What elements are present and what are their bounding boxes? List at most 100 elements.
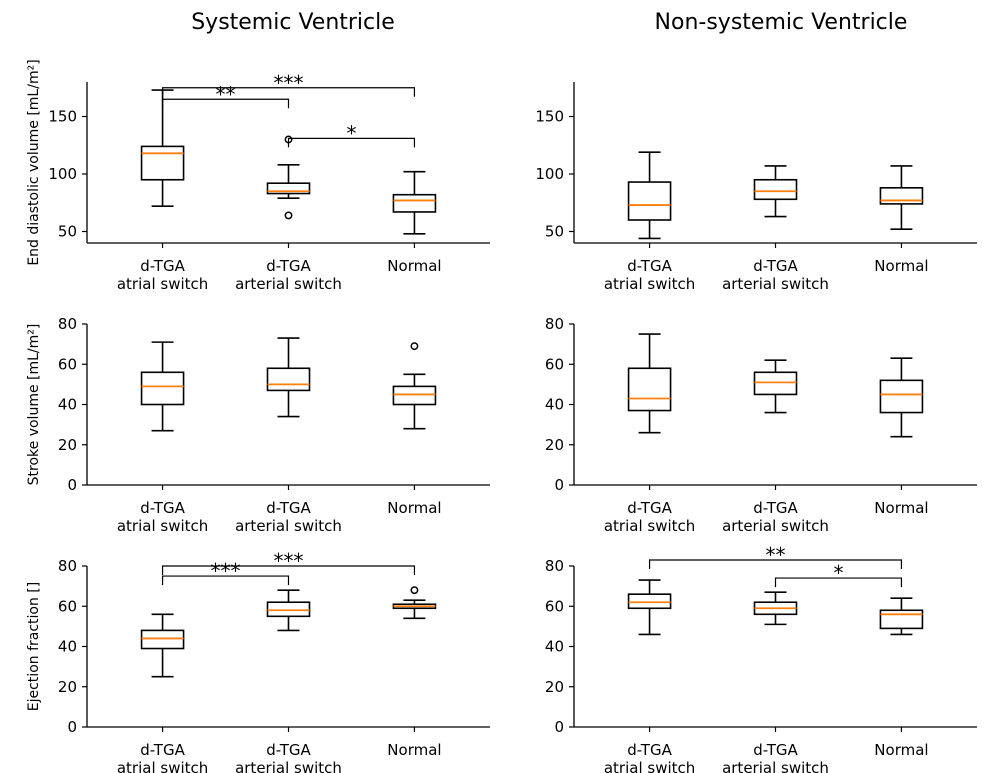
y-tick-label: 150 (48, 108, 77, 126)
box-3 (879, 357, 924, 438)
subplot-1: 50 100 150 End diastolic volume [mL/m²] d-TG… (26, 59, 490, 293)
y-axis-label: Ejection fraction [] (26, 582, 42, 711)
x-tick-label: d-TGA atrial switch (117, 741, 208, 773)
y-tick-label: 60 (545, 355, 564, 373)
y-tick-label: 80 (58, 557, 77, 575)
column-title-non-systemic: Non-systemic Ventricle (655, 10, 908, 35)
y-tick-label: 80 (545, 557, 564, 575)
y-tick-label: 80 (58, 315, 77, 333)
box-iqr (627, 181, 672, 221)
y-tick-label: 20 (58, 678, 77, 696)
significance-bracket: ** (648, 543, 903, 569)
box-3 (392, 170, 437, 235)
box-iqr (627, 593, 672, 610)
box-1 (140, 341, 185, 432)
significance-label: ** (766, 543, 786, 567)
y-tick-label: 20 (545, 436, 564, 454)
box-3 (879, 597, 924, 636)
x-tick-label: d-TGA arterial switch (235, 257, 342, 293)
x-tick-label: Normal (874, 741, 928, 759)
significance-bracket: * (774, 561, 903, 588)
x-tick-label: Normal (874, 257, 928, 275)
significance-label: *** (274, 71, 304, 95)
box-iqr (266, 367, 311, 392)
significance-label: *** (211, 559, 241, 583)
flier-point (410, 342, 419, 351)
box-iqr (392, 193, 437, 213)
y-axis-label: End diastolic volume [mL/m²] (26, 59, 42, 265)
bracket-line (287, 137, 416, 148)
y-tick-label: 40 (545, 396, 564, 414)
box-3 (392, 342, 437, 430)
box-2 (753, 359, 798, 414)
x-tick-label: Normal (387, 741, 441, 759)
y-tick-label: 100 (48, 165, 77, 183)
box-1 (627, 579, 672, 636)
box-iqr (140, 145, 185, 181)
x-tick-label: Normal (387, 499, 441, 517)
significance-label: ** (216, 82, 236, 106)
x-tick-label: d-TGA arterial switch (722, 499, 829, 535)
box-iqr (140, 371, 185, 406)
box-iqr (627, 367, 672, 412)
y-tick-label: 60 (545, 597, 564, 615)
y-tick-label: 60 (58, 355, 77, 373)
x-tick-label: d-TGA atrial switch (604, 499, 695, 535)
subplot-6: 0 20 40 60 80 d-TGA atrial switch d-TGA arterial… (545, 543, 977, 773)
significance-bracket: * (287, 121, 416, 148)
box-iqr (266, 182, 311, 195)
x-tick-label: Normal (874, 499, 928, 517)
x-tick-label: d-TGA atrial switch (117, 257, 208, 293)
bracket-line (161, 87, 416, 97)
bracket-line (161, 565, 416, 575)
significance-bracket: *** (161, 549, 416, 575)
y-tick-label: 50 (58, 223, 77, 241)
box-iqr (753, 178, 798, 201)
significance-label: * (346, 121, 356, 145)
x-tick-label: d-TGA atrial switch (604, 257, 695, 293)
box-1 (140, 613, 185, 678)
bracket-line (161, 575, 290, 586)
bracket-line (161, 98, 290, 109)
y-tick-label: 50 (545, 223, 564, 241)
subplot-5: 0 20 40 60 80 Ejection fraction [] d-TGA atrial… (26, 549, 490, 773)
significance-bracket: ** (161, 82, 290, 109)
x-tick-label: d-TGA atrial switch (604, 741, 695, 773)
y-tick-label: 0 (67, 718, 77, 736)
box-2 (266, 135, 311, 220)
box-2 (753, 591, 798, 626)
column-title-systemic: Systemic Ventricle (191, 10, 395, 35)
box-1 (627, 151, 672, 240)
y-tick-label: 20 (58, 436, 77, 454)
significance-label: *** (274, 549, 304, 573)
y-tick-label: 80 (545, 315, 564, 333)
box-2 (266, 589, 311, 632)
significance-label: * (833, 561, 843, 585)
x-tick-label: d-TGA arterial switch (722, 741, 829, 773)
box-iqr (753, 371, 798, 396)
box-2 (753, 165, 798, 218)
box-3 (392, 586, 437, 620)
box-1 (627, 333, 672, 434)
box-2 (266, 337, 311, 418)
y-tick-label: 0 (67, 476, 77, 494)
x-tick-label: d-TGA arterial switch (235, 741, 342, 773)
box-iqr (879, 379, 924, 414)
x-tick-label: d-TGA atrial switch (117, 499, 208, 535)
box-iqr (879, 187, 924, 205)
y-tick-label: 100 (535, 165, 564, 183)
y-tick-label: 40 (58, 638, 77, 656)
x-tick-label: d-TGA arterial switch (722, 257, 829, 293)
subplot-2: 50 100 150 d-TGA atrial switch d-TGA arterial … (535, 82, 977, 293)
box-3 (879, 165, 924, 230)
significance-bracket: *** (161, 71, 416, 97)
box-iqr (140, 629, 185, 650)
subplot-4: 0 20 40 60 80 d-TGA atrial switch d-TGA arterial… (545, 315, 977, 535)
significance-bracket: *** (161, 559, 290, 586)
bracket-line (774, 577, 903, 588)
flier-point (410, 586, 419, 595)
flier-point (284, 211, 293, 220)
y-tick-label: 150 (535, 108, 564, 126)
y-tick-label: 20 (545, 678, 564, 696)
